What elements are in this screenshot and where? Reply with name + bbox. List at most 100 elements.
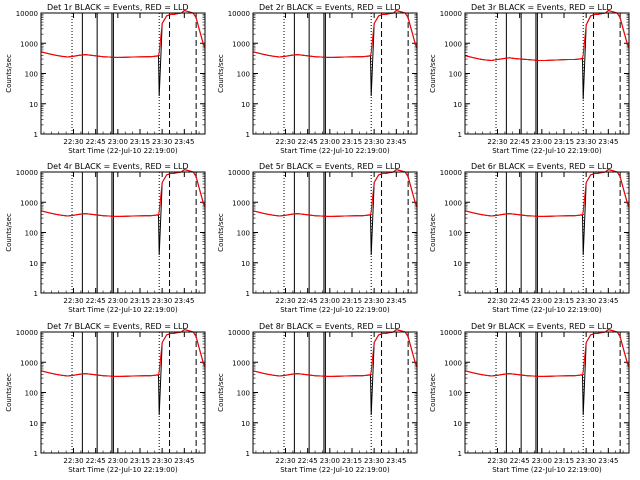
x-tick-label: 23:15 (554, 297, 574, 305)
y-tick-label: 1 (246, 450, 250, 458)
y-tick-label: 1 (34, 290, 38, 298)
events-series-line (40, 169, 206, 256)
x-tick-label: 23:45 (386, 297, 406, 305)
plot-panel: Det 4r BLACK = Events, RED = LLD Counts/s… (5, 162, 206, 314)
x-tick-label: 22:30 (487, 457, 507, 465)
y-axis-label: Counts/sec (217, 373, 225, 412)
y-tick-label: 1000 (232, 359, 250, 367)
y-axis-label: Counts/sec (5, 213, 13, 252)
x-tick-label: 23:00 (108, 457, 128, 465)
events-series-line (252, 10, 418, 97)
y-tick-label: 10000 (16, 329, 38, 337)
y-axis-label: Counts/sec (5, 54, 13, 93)
x-tick-label: 22:30 (487, 138, 507, 146)
y-tick-label: 1 (246, 290, 250, 298)
plot-panel: Det 3r BLACK = Events, RED = LLD Counts/s… (429, 3, 630, 155)
x-tick-label: 23:45 (598, 138, 618, 146)
x-tick-label: 23:15 (554, 138, 574, 146)
y-tick-label: 1000 (444, 199, 462, 207)
y-tick-label: 10000 (440, 10, 462, 18)
y-tick-label: 10000 (16, 10, 38, 18)
y-tick-label: 1 (34, 131, 38, 139)
x-tick-label: 22:45 (510, 457, 530, 465)
x-tick-label: 23:30 (576, 297, 596, 305)
x-axis-label: Start Time (22-Jul-10 22:19:00) (280, 306, 390, 314)
x-tick-label: 23:15 (342, 297, 362, 305)
y-tick-label: 100 (237, 390, 250, 398)
x-tick-label: 22:45 (510, 138, 530, 146)
x-tick-label: 23:30 (152, 138, 172, 146)
y-tick-label: 10000 (228, 10, 250, 18)
plot-title: Det 5r BLACK = Events, RED = LLD (259, 162, 401, 171)
events-series-line (252, 169, 418, 256)
plot-frame (464, 12, 630, 135)
plot-title: Det 2r BLACK = Events, RED = LLD (259, 3, 401, 12)
lld-series-line (40, 328, 206, 377)
x-tick-label: 23:45 (386, 138, 406, 146)
y-tick-label: 1000 (232, 40, 250, 48)
lld-series-line (252, 9, 418, 58)
plot-title: Det 8r BLACK = Events, RED = LLD (259, 322, 401, 331)
y-tick-label: 1000 (444, 359, 462, 367)
plot-panel: Det 1r BLACK = Events, RED = LLD Counts/s… (5, 3, 206, 155)
y-tick-label: 100 (237, 230, 250, 238)
x-tick-label: 23:00 (532, 297, 552, 305)
y-tick-label: 10 (29, 420, 38, 428)
lld-series-line (252, 168, 418, 217)
y-tick-label: 1000 (444, 40, 462, 48)
y-tick-label: 1000 (20, 40, 38, 48)
plot-title: Det 4r BLACK = Events, RED = LLD (47, 162, 189, 171)
lld-series-line (464, 168, 630, 217)
y-tick-label: 10000 (228, 169, 250, 177)
x-tick-label: 22:30 (275, 297, 295, 305)
plot-frame (252, 12, 418, 135)
x-tick-label: 22:45 (86, 138, 106, 146)
plot-title: Det 6r BLACK = Events, RED = LLD (471, 162, 613, 171)
x-tick-label: 23:30 (152, 457, 172, 465)
x-tick-label: 23:15 (342, 457, 362, 465)
x-tick-label: 23:15 (130, 297, 150, 305)
lld-series-line (252, 328, 418, 377)
x-tick-label: 22:45 (510, 297, 530, 305)
plot-panel: Det 9r BLACK = Events, RED = LLD Counts/s… (429, 322, 630, 474)
plot-panel: Det 6r BLACK = Events, RED = LLD Counts/s… (429, 162, 630, 314)
plot-frame (40, 12, 206, 135)
x-tick-label: 22:45 (86, 457, 106, 465)
plot-frame (40, 331, 206, 454)
y-tick-label: 10 (453, 420, 462, 428)
x-tick-label: 22:30 (63, 138, 83, 146)
y-tick-label: 10 (29, 260, 38, 268)
y-tick-label: 10000 (440, 169, 462, 177)
x-tick-label: 22:45 (298, 297, 318, 305)
events-series-line (40, 329, 206, 416)
plot-frame (464, 171, 630, 294)
events-series-line (40, 10, 206, 97)
y-tick-label: 100 (449, 390, 462, 398)
x-tick-label: 23:45 (598, 297, 618, 305)
x-tick-label: 22:45 (298, 457, 318, 465)
y-axis-label: Counts/sec (429, 373, 437, 412)
x-tick-label: 23:30 (152, 297, 172, 305)
x-tick-label: 23:45 (174, 457, 194, 465)
y-axis-label: Counts/sec (429, 213, 437, 252)
x-tick-label: 23:15 (554, 457, 574, 465)
y-tick-label: 1000 (232, 199, 250, 207)
y-tick-label: 10 (453, 260, 462, 268)
x-tick-label: 22:45 (86, 297, 106, 305)
x-axis-label: Start Time (22-Jul-10 22:19:00) (68, 466, 178, 474)
plot-title: Det 9r BLACK = Events, RED = LLD (471, 322, 613, 331)
y-tick-label: 100 (25, 71, 38, 79)
x-tick-label: 22:30 (275, 138, 295, 146)
plot-title: Det 3r BLACK = Events, RED = LLD (471, 3, 613, 12)
x-tick-label: 22:45 (298, 138, 318, 146)
y-tick-label: 10 (241, 420, 250, 428)
y-tick-label: 1 (34, 450, 38, 458)
y-tick-label: 1000 (20, 199, 38, 207)
events-series-line (252, 329, 418, 416)
plot-frame (40, 171, 206, 294)
y-tick-label: 10000 (440, 329, 462, 337)
y-tick-label: 100 (237, 71, 250, 79)
x-tick-label: 23:30 (364, 457, 384, 465)
plot-panel: Det 7r BLACK = Events, RED = LLD Counts/s… (5, 322, 206, 474)
x-tick-label: 23:30 (364, 138, 384, 146)
